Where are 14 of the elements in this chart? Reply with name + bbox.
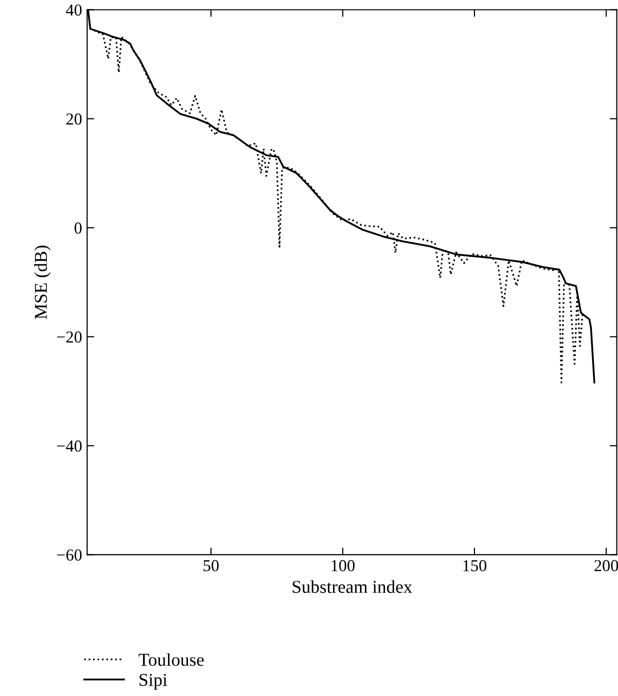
x-tick-label: 150 (463, 560, 486, 572)
x-tick-label: 100 (332, 560, 355, 572)
legend-label: Toulouse (138, 653, 204, 666)
y-tick-label: 20 (66, 113, 82, 125)
legend-label: Sipi (140, 674, 168, 690)
y-tick-label: −60 (57, 549, 82, 561)
y-tick-label: 40 (66, 4, 82, 16)
y-axis-title: MSE (dB) (34, 246, 51, 320)
y-tick-label: −40 (57, 440, 82, 452)
y-tick-label: −20 (57, 331, 82, 343)
x-axis-title: Substream index (292, 580, 412, 593)
x-tick-label: 200 (594, 560, 618, 572)
y-tick-label: 0 (74, 222, 82, 234)
x-tick-label: 50 (204, 560, 219, 572)
